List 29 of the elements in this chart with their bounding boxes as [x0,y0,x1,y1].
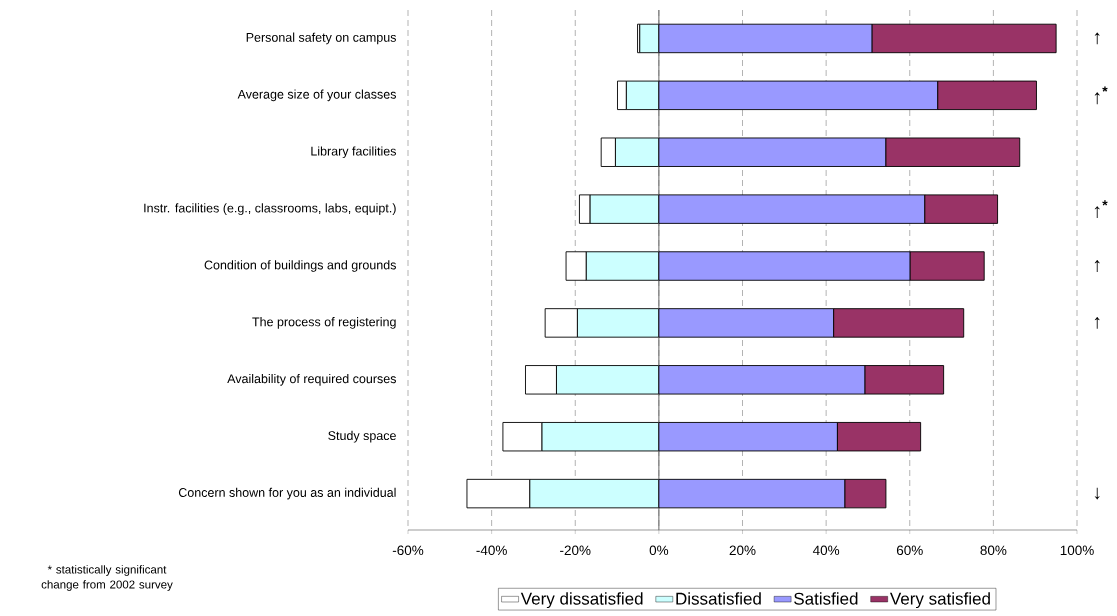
text: ↑ [1094,317,1100,329]
text: ↓ [1094,487,1100,500]
text: ↑ [1094,32,1100,45]
x-tick-label: 20% [729,545,756,556]
y-tick-label: Study space [328,430,396,443]
y-tick-label: The process of registering [252,317,396,329]
x-tick-label: 100% [1060,545,1094,556]
x-tick-label: -60% [392,545,424,556]
x-tick-label: -40% [476,545,507,556]
legend-label: Dissatisfied [676,592,761,605]
y-tick-label: Availability of required courses [227,373,396,386]
x-tick-label: 0% [649,545,669,556]
text: ↑$^{*}$ [1094,200,1108,218]
x-tick-label: 80% [980,545,1007,556]
y-tick-label: Instr. facilities (e.g., classrooms, labs, equipt.) [144,203,396,215]
y-tick-label: Concern shown for you as an individual [178,487,396,500]
text: ↑$^{*}$ [1094,86,1108,105]
legend-label: Very dissatisfied [520,592,643,609]
text: ↑ [1094,260,1100,272]
y-tick-label: Personal safety on campus [246,32,396,45]
x-tick-label: 60% [896,545,923,556]
legend-label: Very satisfied [889,592,990,609]
y-tick-label: Condition of buildings and grounds [204,260,396,272]
legend-label: Satisfied [794,592,858,605]
x-tick-label: 40% [812,545,840,556]
x-tick-label: -20% [560,545,591,556]
y-tick-label: Average size of your classes [237,89,396,102]
y-tick-label: Library facilities [311,146,396,159]
text: * statistically significant change from 2002 survey [41,565,173,591]
